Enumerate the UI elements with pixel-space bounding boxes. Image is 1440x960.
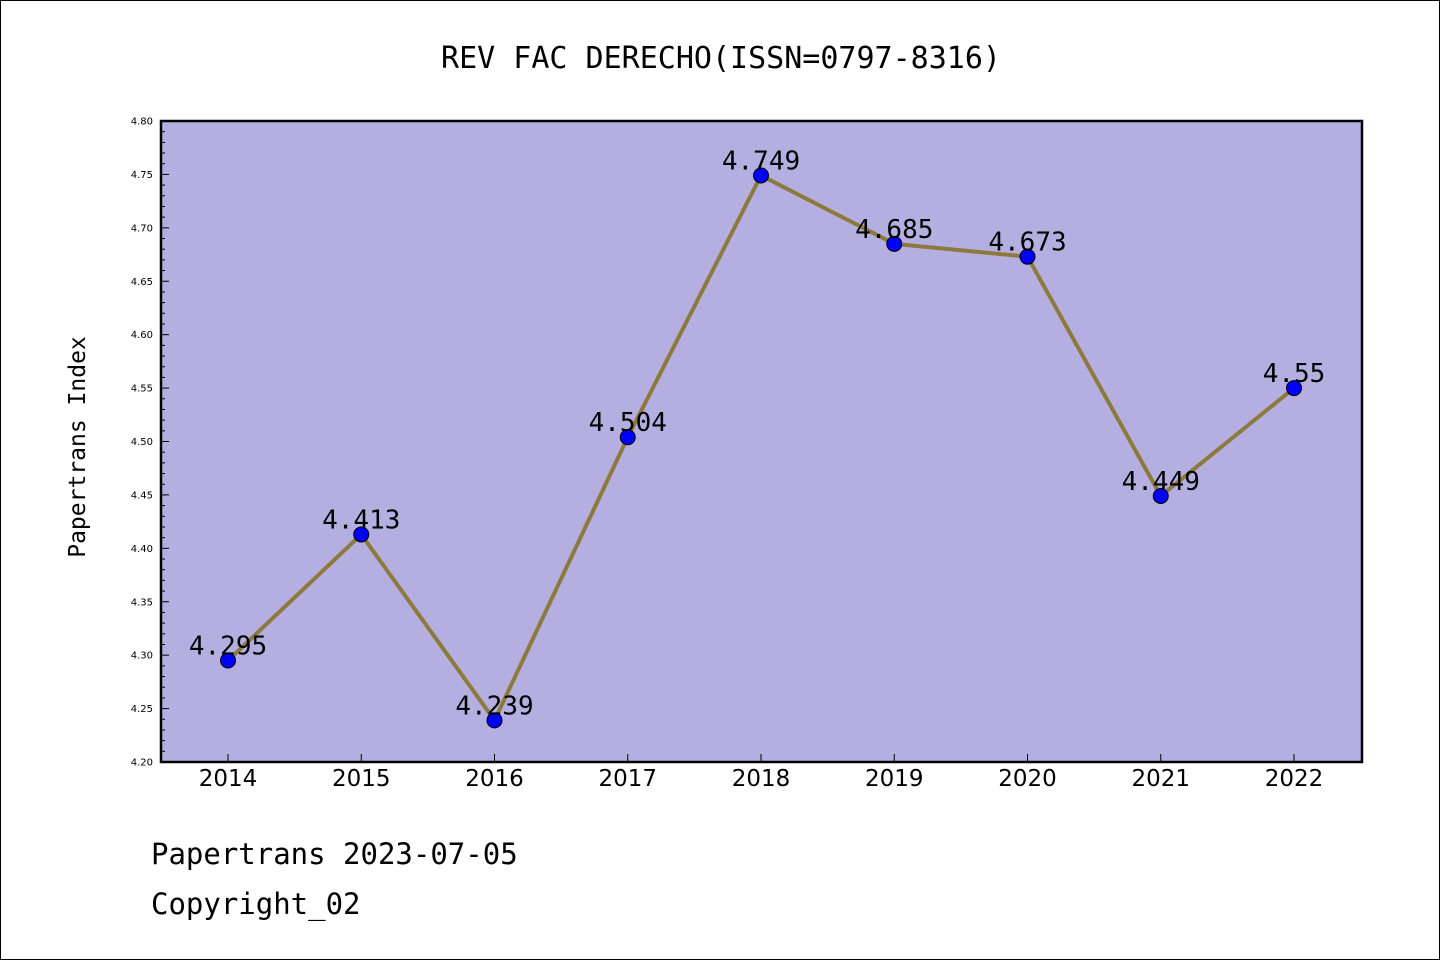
data-label: 4.504	[589, 408, 667, 438]
data-label: 4.55	[1263, 359, 1326, 389]
y-tick-label: 4.65	[131, 277, 153, 288]
data-label: 4.239	[455, 691, 533, 721]
y-tick-label: 4.70	[131, 223, 153, 234]
data-point	[619, 429, 636, 446]
x-tick-label: 2016	[465, 766, 524, 792]
data-point	[353, 526, 370, 543]
footer-date: Papertrans 2023-07-05	[151, 837, 518, 871]
data-label: 4.413	[322, 505, 400, 535]
data-labels: 4.295 4.413 4.239 4.504 4.749 4.685 4.673 4.449…	[189, 146, 1325, 721]
data-point	[486, 712, 503, 729]
x-axis: 2014 2015 2016 2017 2018 2019 2020 2021 2022	[199, 754, 1324, 792]
y-tick-label: 4.35	[131, 597, 153, 608]
y-axis: 4.20 4.25 4.30 4.35 4.40 4.45 4.50 4.55 4.60 4.65…	[131, 117, 169, 769]
y-tick-label: 4.30	[131, 651, 153, 662]
data-point	[1152, 487, 1169, 504]
y-tick-label: 4.25	[131, 704, 153, 715]
y-tick-label: 4.20	[131, 758, 153, 769]
y-tick-label: 4.55	[131, 384, 153, 395]
data-label: 4.295	[189, 632, 267, 662]
x-tick-label: 2018	[732, 766, 791, 792]
data-point	[1019, 248, 1036, 265]
data-point	[886, 235, 903, 252]
x-tick-label: 2014	[199, 766, 258, 792]
x-tick-label: 2015	[332, 766, 391, 792]
y-tick-label: 4.50	[131, 437, 153, 448]
y-axis-label: Papertrans Index	[65, 336, 91, 558]
y-tick-label: 4.45	[131, 490, 153, 501]
y-tick-label: 4.60	[131, 330, 153, 341]
data-label: 4.685	[855, 215, 933, 245]
data-label: 4.673	[988, 228, 1066, 258]
x-tick-label: 2022	[1265, 766, 1324, 792]
data-point	[753, 167, 769, 184]
y-tick-label: 4.40	[131, 544, 153, 555]
x-tick-label: 2021	[1131, 766, 1190, 792]
footer-copyright: Copyright_02	[151, 887, 361, 921]
x-tick-label: 2020	[998, 766, 1057, 792]
plot-area	[159, 119, 1364, 764]
x-tick-label: 2017	[598, 766, 657, 792]
y-tick-label: 4.80	[131, 117, 153, 128]
markers	[220, 167, 1302, 729]
y-tick-label: 4.75	[131, 170, 153, 181]
x-tick-label: 2019	[865, 766, 924, 792]
data-point	[220, 652, 236, 669]
data-label: 4.749	[722, 146, 800, 176]
chart-title: REV FAC DERECHO(ISSN=0797-8316)	[441, 41, 1001, 76]
data-point	[1286, 380, 1302, 397]
data-label: 4.449	[1122, 467, 1200, 497]
